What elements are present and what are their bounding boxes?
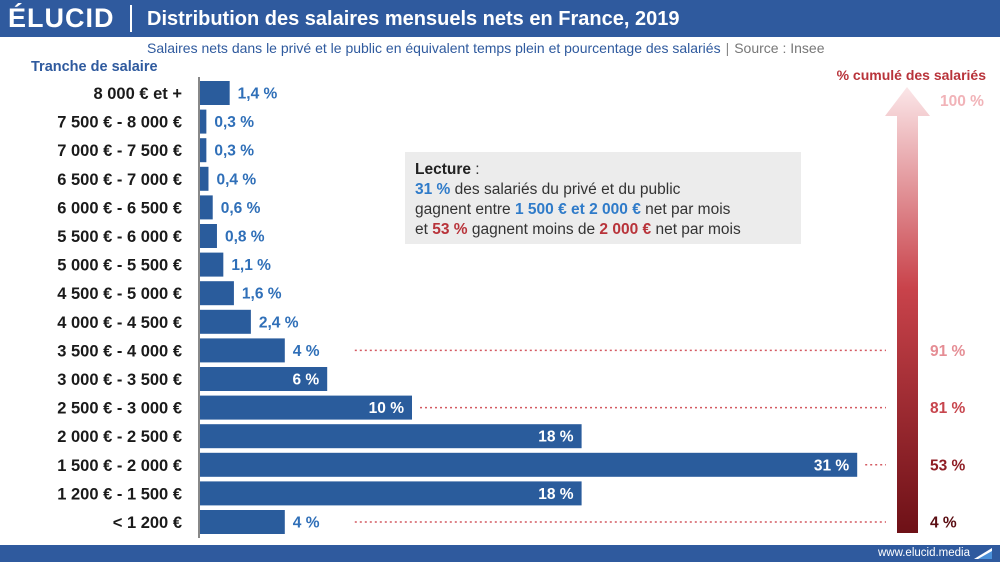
value-label: 0,3 % [214,143,254,160]
category-label: 5 000 € - 5 500 € [57,257,182,275]
category-label: < 1 200 € [113,514,182,532]
value-label: 31 % [814,457,850,474]
category-label: 4 000 € - 4 500 € [57,314,182,332]
category-label: 2 000 € - 2 500 € [57,428,182,446]
bar [200,195,213,220]
category-label: 8 000 € et + [93,85,182,103]
bar [200,166,209,191]
cumulative-arrow [885,87,930,533]
cumulative-title: % cumulé des salariés [836,67,986,83]
bar [200,81,230,105]
chart-subtitle: Salaires nets dans le privé et le public… [147,40,825,56]
chart-title: Distribution des salaires mensuels nets … [147,8,680,30]
y-axis-title: Tranche de salaire [31,59,158,75]
note-text-2a: gagnent entre [415,201,515,218]
reading-note-line-2: gagnent entre 1 500 € et 2 000 € net par… [415,200,791,220]
reading-note-line-3: et 53 % gagnent moins de 2 000 € net par… [415,220,791,240]
value-label: 1,4 % [238,86,278,103]
value-label: 0,4 % [216,171,256,188]
footer-url: www.elucid.media [877,547,970,559]
value-label: 18 % [538,429,574,446]
cumulative-label: 53 % [930,457,966,474]
category-label: 3 000 € - 3 500 € [57,371,182,389]
bar [200,224,217,248]
bar [200,138,207,163]
category-label: 3 500 € - 4 000 € [57,342,182,360]
bar [200,338,285,363]
cumulative-label: 81 % [930,400,966,417]
bar [200,452,858,477]
value-label: 1,1 % [231,257,271,274]
value-label: 4 % [293,515,320,532]
category-label: 7 500 € - 8 000 € [57,114,182,132]
reading-note-heading: Lecture : [415,161,480,178]
note-text-3a: et [415,221,433,238]
footer-bar: www.elucid.media [0,545,1000,562]
value-label: 2,4 % [259,314,299,331]
brand-logo: ÉLUCID [8,3,115,33]
category-label: 1 200 € - 1 500 € [57,485,182,503]
note-amount-2000: 2 000 € [599,221,652,238]
bar [200,252,224,277]
value-label: 1,6 % [242,286,282,303]
cumulative-label: 91 % [930,343,966,360]
reading-note-box: Lecture : 31 % des salariés du privé et … [405,152,801,244]
flag-icon [974,548,992,559]
subtitle-text: Salaires nets dans le privé et le public… [147,40,721,56]
note-text-3b: gagnent moins de [467,221,600,238]
bar [200,309,251,334]
value-label: 4 % [293,343,320,360]
bar [200,281,234,306]
category-label: 2 500 € - 3 000 € [57,400,182,418]
bar [200,395,412,420]
reading-note-heading-text: Lecture [415,161,471,178]
note-text-1: des salariés du privé et du public [450,181,681,198]
note-text-2b: net par mois [640,201,731,218]
bar [200,424,582,449]
note-salary-range: 1 500 € et 2 000 € [514,201,641,218]
bar [200,367,328,391]
cumulative-label-top: 100 % [940,93,984,110]
subtitle-separator: | [725,40,730,56]
category-label: 6 000 € - 6 500 € [57,199,182,217]
category-label: 5 500 € - 6 000 € [57,228,182,246]
value-label: 0,6 % [221,200,261,217]
note-text-3c: net par mois [651,221,741,238]
note-pct-31: 31 % [415,181,451,198]
value-label: 0,8 % [225,229,265,246]
source-text: Source : Insee [734,40,825,56]
header-divider [130,5,132,32]
cumulative-label: 4 % [930,515,957,532]
category-label: 4 500 € - 5 000 € [57,285,182,303]
value-label: 18 % [538,486,574,503]
bar [200,109,207,134]
category-label: 6 500 € - 7 000 € [57,171,182,189]
note-pct-53: 53 % [432,221,468,238]
category-label: 7 000 € - 7 500 € [57,142,182,160]
value-label: 6 % [292,372,319,389]
header-bar: ÉLUCID Distribution des salaires mensuel… [0,0,1000,37]
category-label: 1 500 € - 2 000 € [57,457,182,475]
value-label: 10 % [369,400,405,417]
reading-note-line-1: 31 % des salariés du privé et du public [415,180,791,200]
bar [200,481,582,506]
bar [200,510,285,534]
value-label: 0,3 % [214,114,254,131]
